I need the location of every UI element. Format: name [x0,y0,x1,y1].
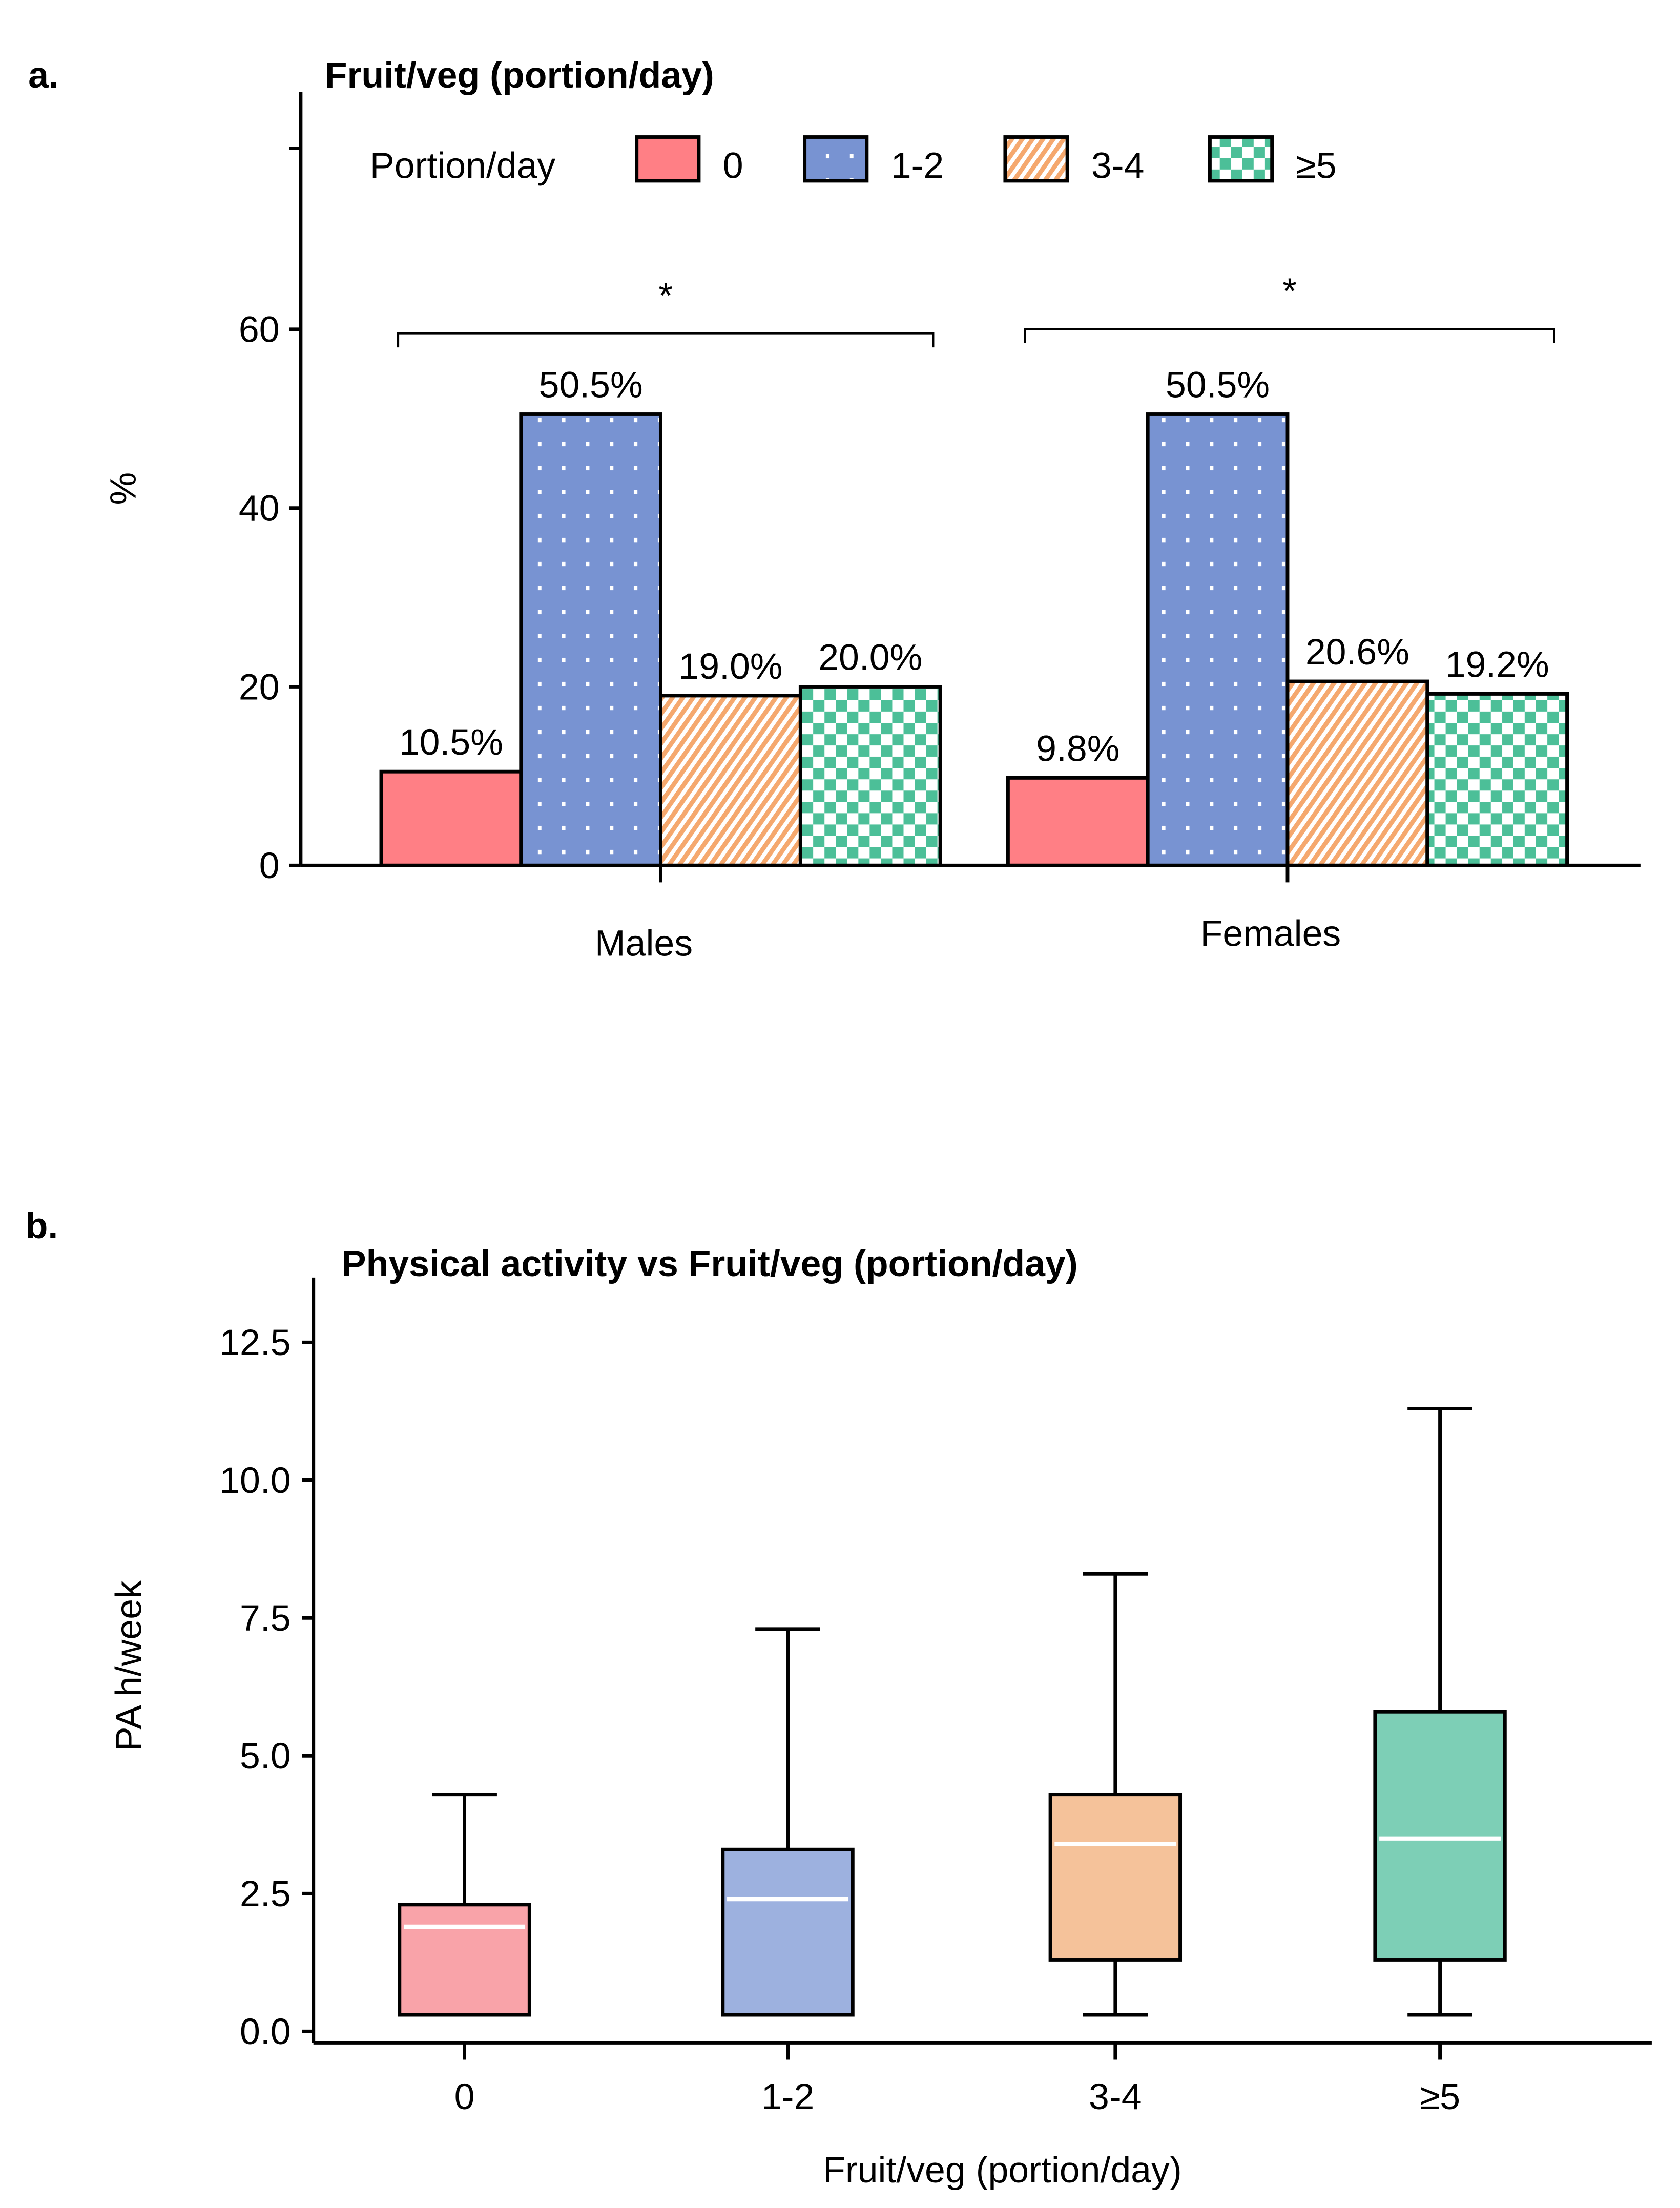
panel-label-a: a. [28,55,59,96]
box-2 [1048,1793,1183,1962]
y-tick-label-b: 0.0 [240,2011,291,2052]
data-label: 10.5% [399,722,503,763]
bar-males-2 [659,694,802,867]
data-label: 50.5% [1166,364,1270,405]
data-label: 9.8% [1036,728,1119,769]
legend-swatch-2 [1003,135,1069,183]
panel-label-b: b. [26,1205,58,1246]
y-tick-label-b: 7.5 [240,1598,291,1639]
legend-label: 0 [723,145,743,186]
panel-b: b. Physical activity vs Fruit/veg (porti… [26,1205,1652,2191]
significance-bracket [397,332,935,348]
data-label: 20.6% [1305,632,1409,673]
bar-males-1 [519,412,663,867]
data-label: 20.0% [818,637,922,678]
data-label: 19.0% [678,646,782,687]
legend-swatch-3 [1208,135,1274,183]
y-axis-label-a: % [103,472,144,505]
x-tick-label-b: 1-2 [761,2076,815,2117]
bar-males-3 [798,685,942,867]
bar-females-2 [1285,679,1429,867]
x-axis-label-b: Fruit/veg (portion/day) [823,2150,1182,2191]
x-tick-label-b: 0 [454,2076,475,2117]
legend: Portion/day 0 1-2 3-4 ≥5 [370,135,1337,186]
y-tick-label-a: 0 [259,845,280,886]
bar-females-1 [1146,412,1290,867]
y-tick-label-b: 5.0 [240,1736,291,1777]
y-tick-label-a: 20 [239,666,280,707]
bar-females-3 [1425,692,1569,867]
x-tick-label-b: 3-4 [1089,2076,1142,2117]
box-0 [398,1903,531,2017]
bar-females-0 [1006,776,1150,867]
legend-label: 3-4 [1091,145,1145,186]
box-1 [721,1847,855,2017]
significance-star: * [658,275,673,316]
chart-title-a: Fruit/veg (portion/day) [325,55,714,96]
data-label: 50.5% [539,364,643,405]
legend-swatch-0 [635,135,701,183]
y-axis-label-b: PA h/week [109,1580,150,1751]
significance-bracket [1024,328,1555,343]
x-tick-label-females: Females [1200,913,1341,954]
box-3 [1373,1710,1507,1962]
data-label: 19.2% [1445,644,1549,685]
y-tick-label-b: 12.5 [219,1322,291,1363]
legend-label: 1-2 [891,145,944,186]
chart-title-b: Physical activity vs Fruit/veg (portion/… [342,1243,1078,1284]
y-tick-label-b: 10.0 [219,1460,291,1501]
x-tick-label-males: Males [595,923,693,964]
legend-title: Portion/day [370,145,556,186]
bar-males-0 [379,769,523,867]
legend-label: ≥5 [1296,145,1337,186]
significance-star: * [1282,271,1297,312]
y-tick-label-a: 40 [239,488,280,529]
y-tick-label-b: 2.5 [240,1873,291,1914]
x-tick-label-b: ≥5 [1420,2076,1460,2117]
y-tick-label-a: 60 [239,309,280,350]
panel-a: a. Fruit/veg (portion/day) % Portion/day… [28,55,1641,964]
legend-swatch-1 [803,135,869,183]
